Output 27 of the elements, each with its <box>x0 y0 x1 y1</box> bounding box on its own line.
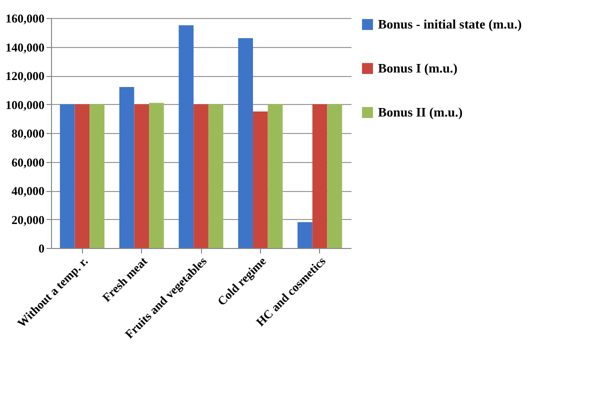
bar <box>149 102 164 248</box>
y-tick-label: 140,000 <box>6 40 44 54</box>
bar <box>194 104 208 248</box>
y-tick-label: 100,000 <box>6 98 44 112</box>
bar <box>298 222 312 248</box>
bar <box>134 104 150 248</box>
y-tick-label: 160,000 <box>6 12 44 26</box>
y-tick-label: 20,000 <box>12 212 44 227</box>
bar <box>74 104 90 248</box>
bar <box>327 104 342 248</box>
y-tick-label: 40,000 <box>12 184 44 198</box>
legend-label: Bonus - initial state (m.u.) <box>378 16 522 32</box>
bar <box>178 25 194 248</box>
bar <box>90 104 104 248</box>
y-tick-label: 80,000 <box>12 126 44 140</box>
bar <box>119 87 134 248</box>
bar <box>268 104 283 248</box>
bar <box>252 111 268 248</box>
y-tick-label: 60,000 <box>12 155 44 170</box>
bar <box>238 38 253 248</box>
legend-label: Bonus I (m.u.) <box>378 60 458 76</box>
bar <box>60 104 75 248</box>
bar <box>312 104 328 248</box>
y-tick-label: 120,000 <box>6 69 44 83</box>
y-tick-label: 0 <box>38 242 44 256</box>
bar <box>208 104 224 248</box>
legend-label: Bonus II (m.u.) <box>378 104 463 120</box>
